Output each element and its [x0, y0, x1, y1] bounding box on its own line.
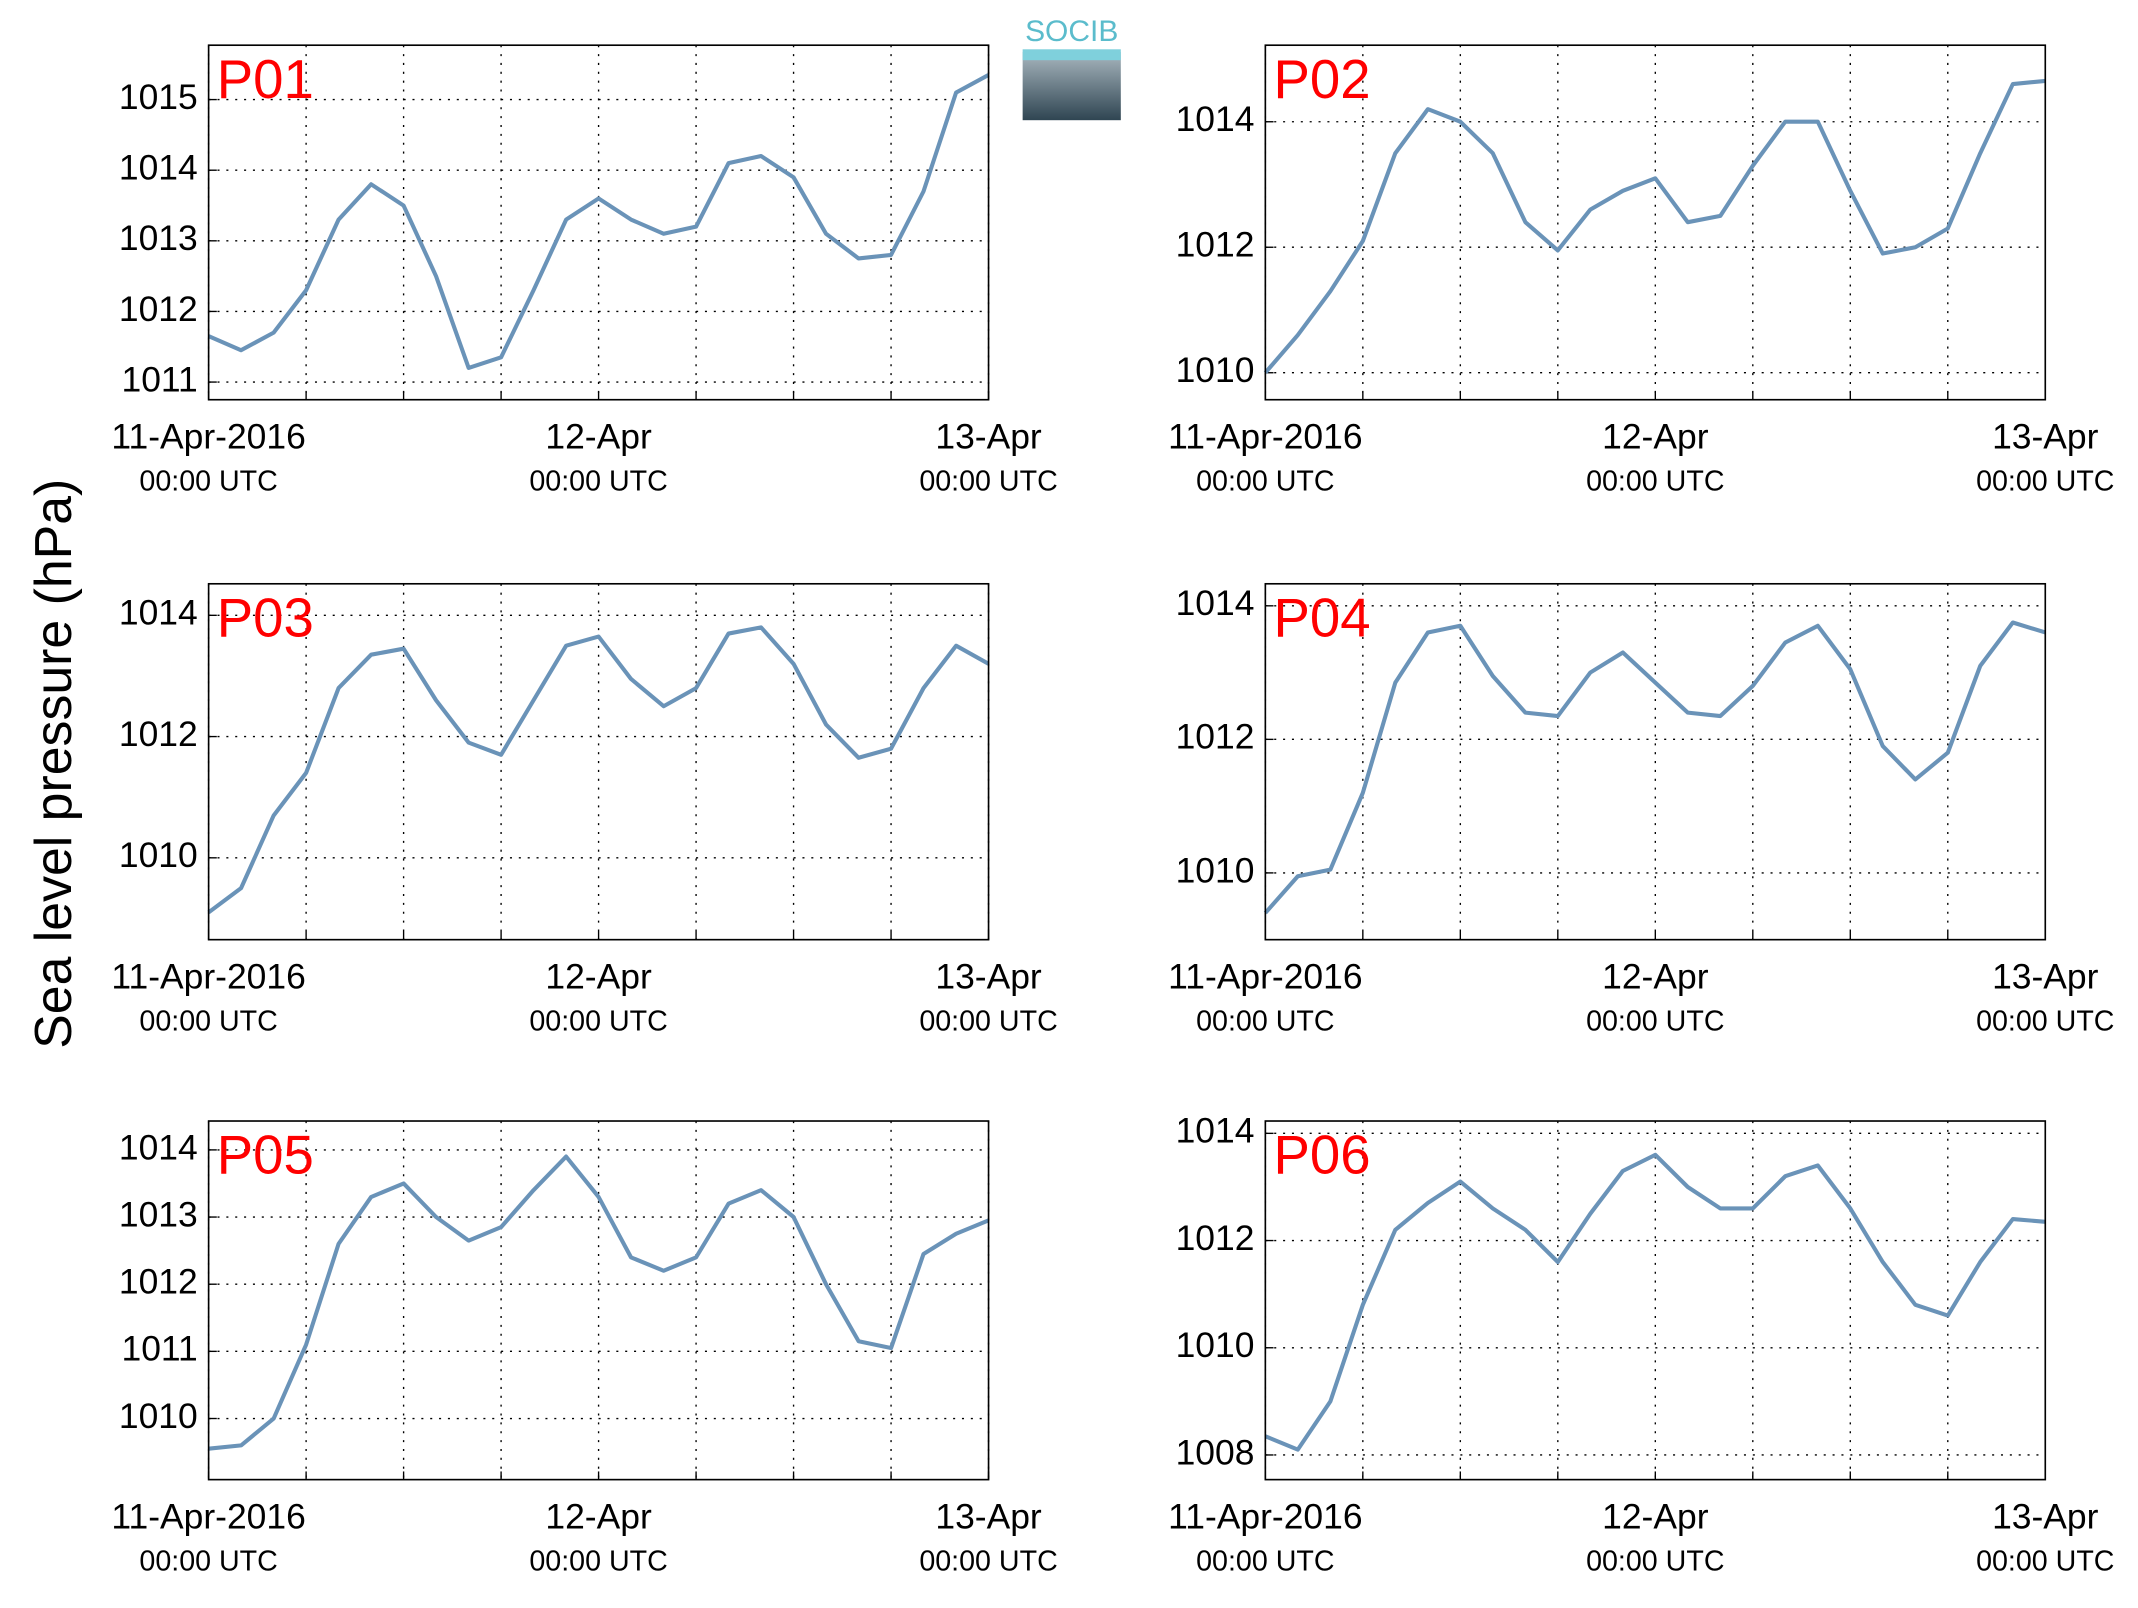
y-tick-label: 1014	[1176, 1111, 1255, 1151]
logo-mark	[1022, 52, 1121, 121]
x-tick-label: 11-Apr-2016	[111, 957, 305, 997]
x-tick-label: 11-Apr-2016	[1168, 957, 1362, 997]
y-tick-label: 1010	[1176, 1325, 1255, 1365]
y-tick-label: 1014	[1176, 99, 1255, 139]
y-tick-label: 1012	[119, 289, 198, 329]
logo-wave	[1022, 49, 1121, 61]
x-tick-sublabel: 00:00 UTC	[919, 465, 1057, 497]
y-tick-label: 1010	[119, 835, 198, 875]
plot-frame	[207, 1120, 990, 1481]
x-tick-sublabel: 00:00 UTC	[529, 465, 667, 497]
x-tick-sublabel: 00:00 UTC	[919, 1005, 1057, 1037]
x-tick-label: 12-Apr	[545, 957, 652, 997]
y-axis-label: Sea level pressure (hPa)	[24, 479, 82, 1049]
x-tick-label: 13-Apr	[935, 1497, 1042, 1537]
x-tick-sublabel: 00:00 UTC	[139, 1545, 277, 1577]
y-tick-label: 1014	[1176, 583, 1255, 623]
x-tick-sublabel: 00:00 UTC	[1976, 465, 2114, 497]
x-tick-sublabel: 00:00 UTC	[1586, 1005, 1724, 1037]
y-tick-label: 1008	[1176, 1432, 1255, 1472]
plot-frame	[1264, 44, 2047, 401]
x-tick-sublabel: 00:00 UTC	[1976, 1005, 2114, 1037]
x-tick-label: 13-Apr	[1992, 417, 2099, 457]
x-tick-label: 13-Apr	[1992, 957, 2099, 997]
x-tick-sublabel: 00:00 UTC	[139, 465, 277, 497]
y-tick-label: 1012	[1176, 225, 1255, 265]
x-tick-sublabel: 00:00 UTC	[139, 1005, 277, 1037]
y-tick-label: 1011	[121, 1329, 197, 1369]
panel-label: P03	[217, 587, 314, 648]
y-tick-label: 1010	[119, 1396, 198, 1436]
x-tick-sublabel: 00:00 UTC	[529, 1545, 667, 1577]
panel-label: P06	[1274, 1125, 1371, 1186]
x-tick-label: 11-Apr-2016	[111, 1497, 305, 1537]
x-tick-sublabel: 00:00 UTC	[1586, 1545, 1724, 1577]
y-tick-label: 1012	[1176, 717, 1255, 757]
x-tick-sublabel: 00:00 UTC	[1196, 1545, 1334, 1577]
y-tick-label: 1012	[119, 1262, 198, 1302]
plot-frame	[207, 582, 990, 941]
x-tick-label: 13-Apr	[935, 417, 1042, 457]
plot-frame	[1264, 1120, 2047, 1481]
line	[208, 1154, 990, 1451]
plot-frame	[207, 44, 990, 401]
y-tick-label: 1010	[1176, 350, 1255, 390]
panel-label: P02	[1274, 49, 1371, 110]
line	[207, 625, 990, 915]
x-tick-label: 12-Apr	[1602, 1497, 1709, 1537]
plot-frame	[1264, 582, 2047, 941]
line	[1264, 1152, 2046, 1452]
y-tick-label: 1013	[119, 1194, 198, 1234]
x-tick-sublabel: 00:00 UTC	[1976, 1545, 2114, 1577]
x-tick-sublabel: 00:00 UTC	[919, 1545, 1057, 1577]
x-tick-label: 11-Apr-2016	[1168, 417, 1362, 457]
x-tick-sublabel: 00:00 UTC	[529, 1005, 667, 1037]
y-tick-label: 1013	[119, 218, 198, 258]
panel-label: P04	[1274, 587, 1371, 648]
x-tick-label: 12-Apr	[1602, 417, 1709, 457]
x-tick-sublabel: 00:00 UTC	[1196, 1005, 1334, 1037]
line	[1263, 78, 2046, 375]
x-tick-label: 13-Apr	[935, 957, 1042, 997]
x-tick-label: 13-Apr	[1992, 1497, 2099, 1537]
line	[207, 73, 990, 370]
x-tick-label: 12-Apr	[545, 417, 652, 457]
panel-label: P01	[217, 49, 314, 110]
line	[1263, 620, 2046, 915]
x-tick-sublabel: 00:00 UTC	[1586, 465, 1724, 497]
y-tick-label: 1011	[121, 359, 197, 399]
y-tick-label: 1012	[1176, 1218, 1255, 1258]
y-tick-label: 1010	[1176, 850, 1255, 890]
y-tick-label: 1014	[119, 148, 198, 188]
x-tick-label: 11-Apr-2016	[1168, 1497, 1362, 1537]
y-tick-label: 1015	[119, 77, 198, 117]
y-tick-label: 1012	[119, 714, 198, 754]
panel-label: P05	[217, 1125, 314, 1186]
x-tick-label: 12-Apr	[1602, 957, 1709, 997]
y-tick-label: 1014	[119, 593, 198, 633]
x-tick-sublabel: 00:00 UTC	[1196, 465, 1334, 497]
x-tick-label: 11-Apr-2016	[111, 417, 305, 457]
logo: SOCIB	[1025, 15, 1118, 48]
y-tick-label: 1014	[119, 1127, 198, 1167]
x-tick-label: 12-Apr	[545, 1497, 652, 1537]
